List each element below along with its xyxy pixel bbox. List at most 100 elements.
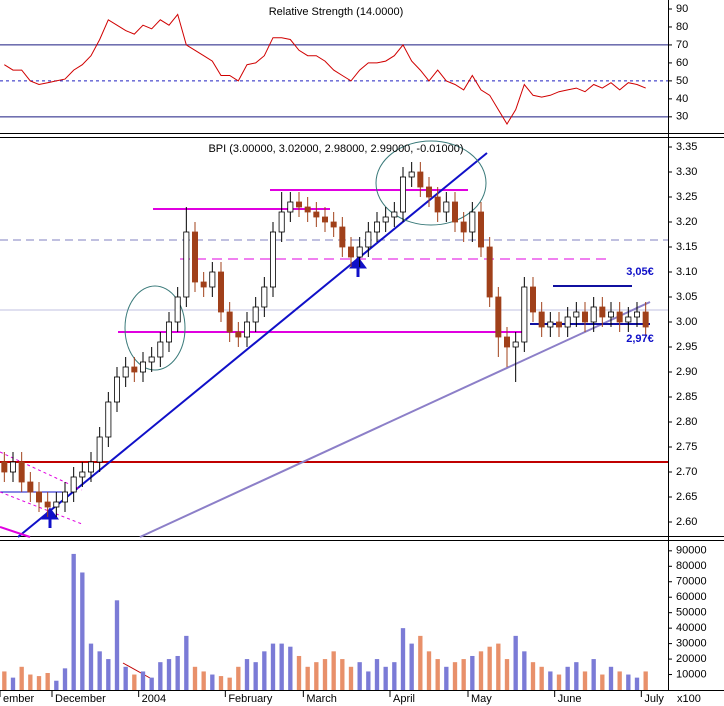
volume-bar — [496, 643, 501, 690]
volume-bar — [366, 671, 371, 690]
volume-bar — [470, 655, 475, 690]
candle-body — [382, 216, 389, 223]
volume-bar — [88, 643, 94, 690]
candle-body — [44, 501, 51, 508]
y-tick-label: 2.95 — [676, 341, 697, 353]
candle-body — [217, 271, 224, 313]
candle-body — [18, 461, 25, 483]
panel-frames — [0, 0, 724, 691]
candle-body — [261, 286, 268, 308]
y-tick-label: 40 — [676, 93, 688, 105]
y-tick-label: 2.70 — [676, 466, 697, 478]
candle-body — [564, 316, 571, 328]
volume-bar — [452, 662, 458, 690]
volume-bar — [227, 677, 232, 690]
candle-body — [287, 201, 294, 213]
candle-body — [269, 231, 276, 288]
volume-bar — [556, 674, 562, 690]
volume-bar — [210, 674, 215, 690]
candle-body — [434, 196, 441, 213]
candle-body — [209, 271, 216, 288]
candle-body — [148, 356, 155, 363]
volume-bar — [270, 643, 276, 690]
unit-label: x100 — [677, 693, 701, 705]
candle-body — [582, 311, 589, 323]
y-tick-label: 2.85 — [676, 391, 697, 403]
candle-body — [105, 401, 112, 438]
candle-body — [122, 366, 129, 378]
y-tick-label: 2.60 — [676, 516, 697, 528]
volume-bar — [565, 666, 570, 690]
volume-bar — [340, 659, 345, 690]
candle-body — [599, 306, 606, 318]
candle-body — [521, 286, 528, 343]
volume-bar — [262, 651, 267, 690]
volume-bar — [253, 662, 258, 690]
volume-bar — [617, 671, 622, 690]
volume-bar — [435, 659, 440, 690]
candle-body — [556, 321, 563, 328]
volume-bar — [539, 666, 544, 690]
annotation: 2,97€ — [626, 333, 654, 345]
candle-body — [243, 321, 250, 338]
volume-bar — [634, 677, 640, 690]
volume-bar — [192, 666, 198, 690]
candle-body — [1, 461, 8, 473]
channel-line — [0, 491, 83, 525]
candle-body — [365, 231, 372, 248]
x-tick-label: December — [55, 693, 106, 705]
y-tick-label: 80 — [676, 21, 688, 33]
candle-body — [634, 311, 641, 318]
y-tick-label: 50 — [676, 75, 688, 87]
volume-bar — [80, 572, 85, 690]
annotation: 3,05€ — [626, 266, 654, 278]
y-tick-label: 3.35 — [676, 141, 697, 153]
y-tick-label: 50000 — [676, 607, 707, 619]
rsi-title: Relative Strength (14.0000) — [269, 6, 404, 18]
y-tick-label: 60 — [676, 57, 688, 69]
candle-body — [443, 201, 450, 213]
y-tick-label: 3.00 — [676, 316, 697, 328]
y-tick-label: 2.65 — [676, 491, 697, 503]
volume-bar — [574, 662, 579, 690]
volume-bar — [314, 662, 319, 690]
y-tick-label: 3.15 — [676, 241, 697, 253]
x-tick-label: 2004 — [142, 693, 166, 705]
volume-bar — [218, 676, 224, 690]
candle-body — [590, 306, 597, 323]
volume-bar — [522, 651, 527, 690]
candle-body — [200, 281, 207, 288]
volume-bar — [643, 671, 648, 690]
candle-body — [399, 176, 406, 213]
candle-body — [174, 296, 181, 323]
y-tick-label: 70000 — [676, 576, 707, 588]
candle-body — [530, 286, 537, 313]
arrow — [41, 507, 59, 528]
volume-bar — [236, 666, 241, 690]
candle-body — [625, 316, 632, 323]
candle-body — [616, 311, 623, 323]
volume-bar — [600, 674, 605, 690]
candle-body — [131, 366, 138, 373]
candle-body — [252, 306, 259, 323]
volume-bar — [10, 677, 16, 690]
x-tick-label: March — [306, 693, 337, 705]
drawing-tools — [0, 140, 668, 679]
y-tick-label: 60000 — [676, 591, 707, 603]
volume-bar — [2, 671, 7, 690]
candle-body — [304, 206, 311, 213]
y-tick-label: 30 — [676, 111, 688, 123]
volume-bar — [444, 666, 449, 690]
volume-bar — [71, 553, 76, 690]
volume-bar — [348, 666, 354, 690]
price-title: BPI (3.00000, 3.02000, 2.98000, 2.99000,… — [208, 143, 463, 155]
volume-bar — [158, 662, 163, 690]
channel-line — [0, 526, 31, 538]
volume-bar — [201, 671, 206, 690]
candle-body — [503, 336, 510, 348]
volume-bar — [106, 659, 111, 690]
y-tick-label: 20000 — [676, 653, 707, 665]
volume-bar — [478, 651, 484, 690]
candle-body — [183, 231, 190, 298]
